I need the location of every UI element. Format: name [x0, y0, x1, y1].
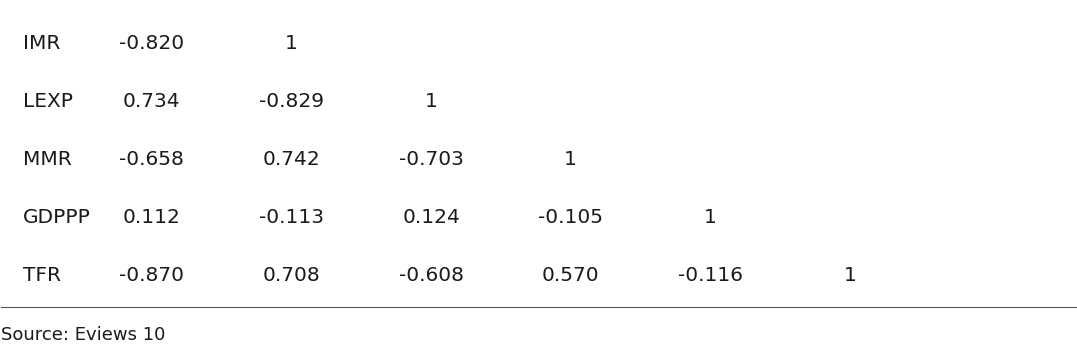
Text: -0.829: -0.829 — [258, 92, 324, 111]
Text: -0.113: -0.113 — [258, 208, 324, 227]
Text: -0.105: -0.105 — [538, 208, 603, 227]
Text: MMR: MMR — [23, 150, 72, 169]
Text: -0.870: -0.870 — [120, 266, 184, 285]
Text: 1: 1 — [704, 208, 717, 227]
Text: GDPPP: GDPPP — [23, 208, 90, 227]
Text: TFR: TFR — [23, 266, 61, 285]
Text: 0.734: 0.734 — [123, 92, 181, 111]
Text: -0.658: -0.658 — [120, 150, 184, 169]
Text: Source: Eviews 10: Source: Eviews 10 — [1, 326, 166, 344]
Text: -0.703: -0.703 — [398, 150, 463, 169]
Text: 0.124: 0.124 — [402, 208, 460, 227]
Text: -0.116: -0.116 — [677, 266, 743, 285]
Text: 0.742: 0.742 — [263, 150, 320, 169]
Text: 1: 1 — [843, 266, 856, 285]
Text: 0.708: 0.708 — [263, 266, 320, 285]
Text: -0.608: -0.608 — [398, 266, 463, 285]
Text: LEXP: LEXP — [23, 92, 73, 111]
Text: 0.570: 0.570 — [542, 266, 600, 285]
Text: 1: 1 — [285, 34, 298, 53]
Text: 1: 1 — [424, 92, 437, 111]
Text: 1: 1 — [564, 150, 577, 169]
Text: 0.112: 0.112 — [123, 208, 181, 227]
Text: IMR: IMR — [23, 34, 60, 53]
Text: -0.820: -0.820 — [120, 34, 184, 53]
